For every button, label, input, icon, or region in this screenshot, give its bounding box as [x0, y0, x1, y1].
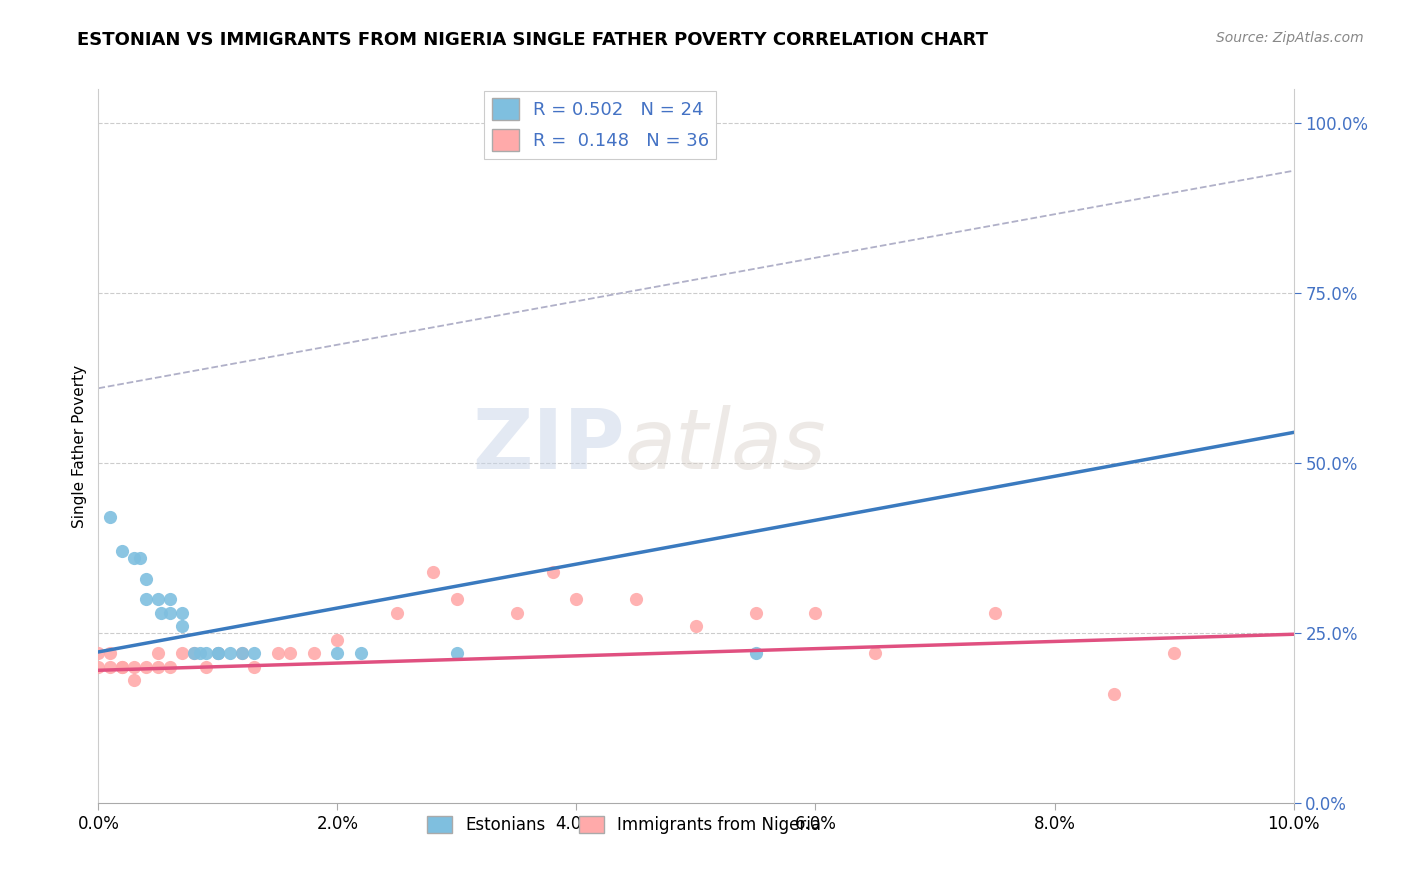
- Point: [111, 544, 134, 558]
- Point: [159, 606, 181, 620]
- Point: [326, 646, 349, 660]
- Point: [183, 646, 205, 660]
- Point: [207, 646, 229, 660]
- Point: [148, 591, 170, 606]
- Point: [148, 646, 170, 660]
- Point: [124, 673, 146, 688]
- Point: [506, 606, 529, 620]
- Point: [111, 660, 134, 674]
- Point: [98, 510, 122, 524]
- Point: [98, 660, 122, 674]
- Text: Source: ZipAtlas.com: Source: ZipAtlas.com: [1216, 31, 1364, 45]
- Point: [446, 591, 468, 606]
- Point: [745, 606, 768, 620]
- Point: [302, 646, 325, 660]
- Point: [267, 646, 290, 660]
- Text: ESTONIAN VS IMMIGRANTS FROM NIGERIA SINGLE FATHER POVERTY CORRELATION CHART: ESTONIAN VS IMMIGRANTS FROM NIGERIA SING…: [77, 31, 988, 49]
- Point: [87, 660, 110, 674]
- Text: ZIP: ZIP: [472, 406, 624, 486]
- Point: [149, 606, 172, 620]
- Point: [243, 646, 266, 660]
- Point: [135, 591, 157, 606]
- Point: [350, 646, 373, 660]
- Point: [195, 660, 218, 674]
- Point: [207, 646, 229, 660]
- Point: [195, 646, 218, 660]
- Legend: Estonians, Immigrants from Nigeria: Estonians, Immigrants from Nigeria: [420, 809, 828, 841]
- Point: [219, 646, 242, 660]
- Point: [129, 551, 152, 566]
- Point: [135, 660, 157, 674]
- Point: [243, 660, 266, 674]
- Point: [135, 572, 157, 586]
- Point: [207, 646, 229, 660]
- Point: [231, 646, 253, 660]
- Point: [172, 619, 194, 633]
- Point: [565, 591, 588, 606]
- Point: [111, 660, 134, 674]
- Point: [87, 646, 110, 660]
- Y-axis label: Single Father Poverty: Single Father Poverty: [72, 365, 87, 527]
- Point: [172, 646, 194, 660]
- Point: [385, 606, 409, 620]
- Point: [188, 646, 211, 660]
- Point: [148, 660, 170, 674]
- Point: [422, 565, 444, 579]
- Point: [984, 606, 1007, 620]
- Point: [98, 646, 122, 660]
- Point: [172, 606, 194, 620]
- Point: [183, 646, 205, 660]
- Point: [278, 646, 301, 660]
- Point: [159, 591, 181, 606]
- Point: [1163, 646, 1185, 660]
- Point: [804, 606, 827, 620]
- Point: [541, 565, 564, 579]
- Point: [865, 646, 887, 660]
- Point: [685, 619, 707, 633]
- Point: [231, 646, 253, 660]
- Point: [159, 660, 181, 674]
- Point: [326, 632, 349, 647]
- Point: [124, 551, 146, 566]
- Point: [446, 646, 468, 660]
- Point: [1104, 687, 1126, 701]
- Point: [745, 646, 768, 660]
- Point: [626, 591, 648, 606]
- Point: [124, 660, 146, 674]
- Text: atlas: atlas: [624, 406, 825, 486]
